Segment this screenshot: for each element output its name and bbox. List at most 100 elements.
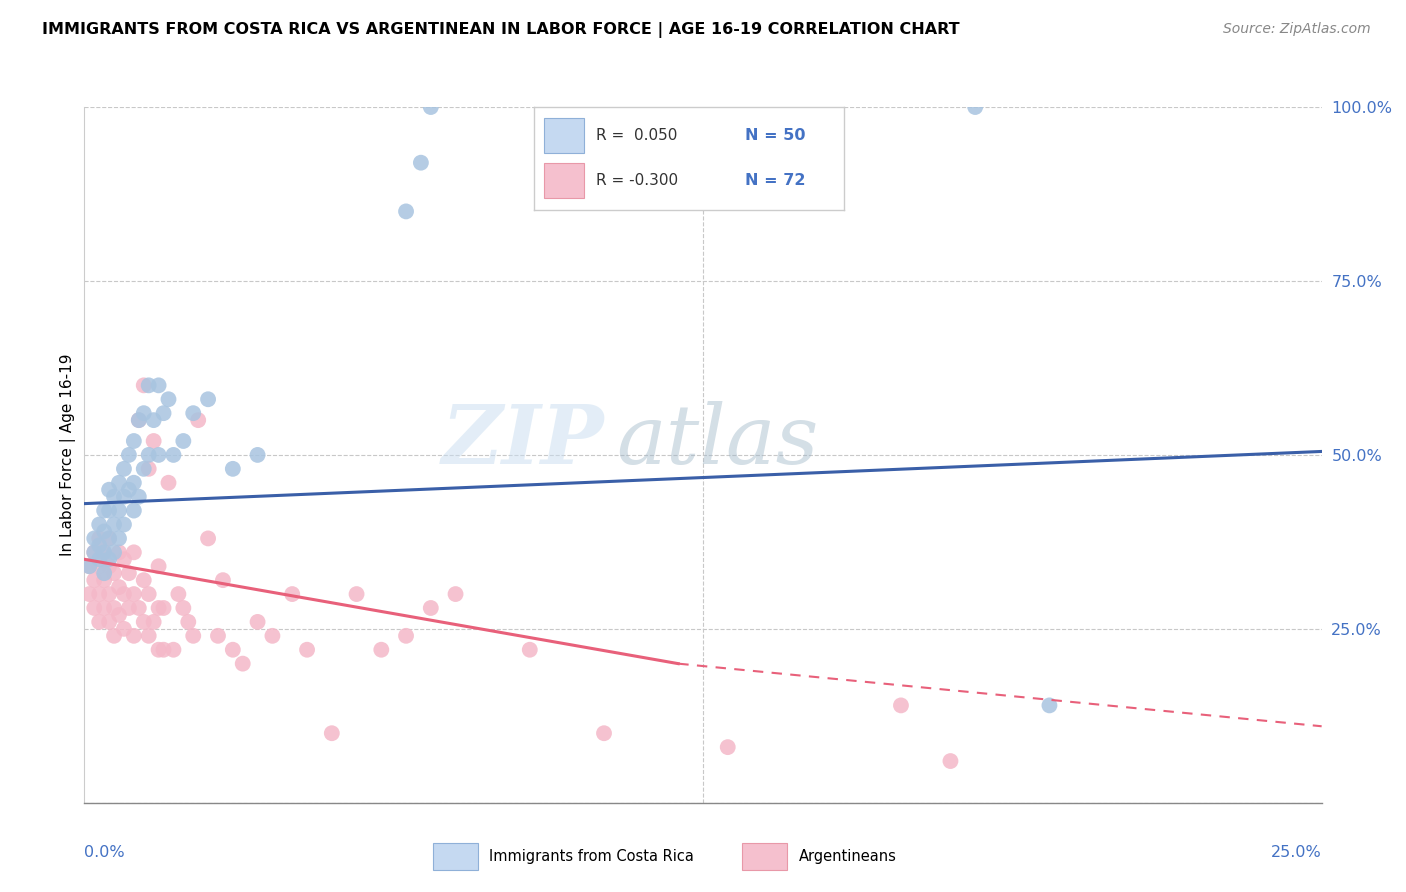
Point [321, 726, 343, 740]
Point [98, 532, 121, 546]
Point [262, 629, 284, 643]
Text: IMMIGRANTS FROM COSTA RICA VS ARGENTINEAN IN LABOR FORCE | AGE 16-19 CORRELATION: IMMIGRANTS FROM COSTA RICA VS ARGENTINEA… [42, 22, 960, 38]
Point [142, 413, 165, 427]
Point [112, 517, 135, 532]
Point [148, 448, 170, 462]
Point [167, 587, 190, 601]
Point [89, 552, 111, 566]
Point [83, 545, 105, 559]
Point [142, 434, 165, 448]
Point [112, 552, 135, 566]
Point [83, 601, 105, 615]
Point [212, 573, 235, 587]
Point [890, 698, 912, 713]
Point [157, 392, 180, 407]
Point [965, 100, 987, 114]
Text: 25.0%: 25.0% [1271, 845, 1322, 860]
Point [444, 587, 467, 601]
Point [103, 601, 125, 615]
Point [148, 642, 170, 657]
Point [108, 580, 131, 594]
Point [181, 406, 204, 420]
Point [83, 532, 105, 546]
Point [89, 517, 111, 532]
Point [112, 490, 135, 504]
Point [98, 483, 121, 497]
Point [89, 587, 111, 601]
Point [83, 545, 105, 559]
Text: R = -0.300: R = -0.300 [596, 173, 678, 188]
Point [138, 629, 160, 643]
Point [112, 587, 135, 601]
Text: Source: ZipAtlas.com: Source: ZipAtlas.com [1223, 22, 1371, 37]
Point [103, 517, 125, 532]
Point [409, 155, 432, 169]
Point [93, 573, 115, 587]
Point [222, 462, 245, 476]
Point [98, 559, 121, 574]
Text: R =  0.050: R = 0.050 [596, 128, 678, 144]
Point [222, 642, 245, 657]
Point [122, 587, 145, 601]
Text: 0.0%: 0.0% [84, 845, 125, 860]
Point [138, 448, 160, 462]
Point [93, 566, 115, 581]
Point [79, 587, 101, 601]
Point [112, 462, 135, 476]
Point [93, 601, 115, 615]
Text: N = 72: N = 72 [745, 173, 806, 188]
Point [128, 413, 150, 427]
Point [118, 483, 141, 497]
Point [138, 587, 160, 601]
Point [83, 573, 105, 587]
Point [370, 642, 392, 657]
Point [246, 448, 269, 462]
FancyBboxPatch shape [433, 843, 478, 870]
Point [98, 615, 121, 629]
Point [93, 524, 115, 539]
Point [148, 559, 170, 574]
Text: N = 50: N = 50 [745, 128, 806, 144]
Point [122, 629, 145, 643]
Point [172, 601, 194, 615]
Point [103, 545, 125, 559]
Point [152, 642, 174, 657]
Point [128, 601, 150, 615]
Point [281, 587, 304, 601]
Point [112, 622, 135, 636]
Point [187, 413, 209, 427]
Point [295, 642, 318, 657]
Text: Argentineans: Argentineans [799, 849, 897, 863]
Point [419, 601, 441, 615]
Point [142, 615, 165, 629]
Point [132, 462, 155, 476]
Text: Immigrants from Costa Rica: Immigrants from Costa Rica [489, 849, 695, 863]
Point [132, 378, 155, 392]
Point [98, 503, 121, 517]
Point [128, 490, 150, 504]
Point [717, 740, 740, 755]
Point [172, 434, 194, 448]
Point [197, 532, 219, 546]
Point [197, 392, 219, 407]
Point [132, 573, 155, 587]
Point [181, 629, 204, 643]
Point [93, 545, 115, 559]
Point [395, 204, 418, 219]
Text: ZIP: ZIP [441, 401, 605, 481]
Point [93, 545, 115, 559]
Point [122, 503, 145, 517]
Point [122, 434, 145, 448]
FancyBboxPatch shape [742, 843, 787, 870]
Point [419, 100, 441, 114]
Point [103, 566, 125, 581]
Point [346, 587, 368, 601]
Point [79, 559, 101, 574]
Point [395, 629, 418, 643]
Point [148, 378, 170, 392]
Point [122, 545, 145, 559]
Point [108, 545, 131, 559]
Point [148, 601, 170, 615]
FancyBboxPatch shape [544, 163, 583, 198]
Point [108, 607, 131, 622]
